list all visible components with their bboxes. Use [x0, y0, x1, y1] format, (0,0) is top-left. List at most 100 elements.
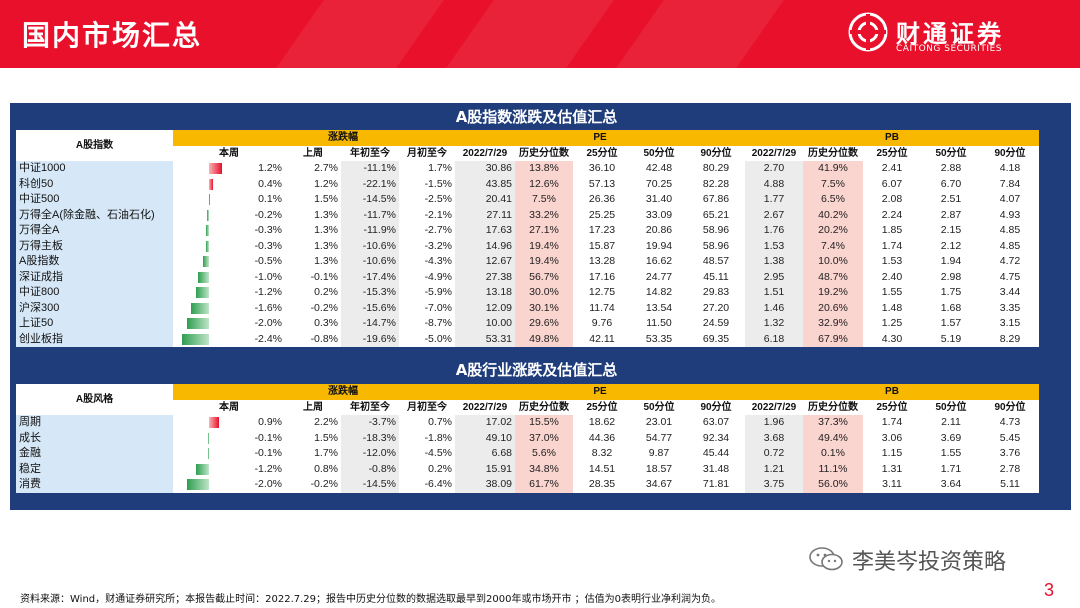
pe-group-header: PE [455, 130, 745, 146]
pe-90: 65.21 [687, 207, 745, 223]
pe-25: 17.16 [573, 269, 631, 285]
column-header: 年初至今 [341, 145, 399, 161]
mtd-change: -2.1% [399, 207, 455, 223]
lastweek-change: 1.7% [285, 446, 341, 462]
column-header: 25分位 [863, 145, 921, 161]
pe-50: 14.82 [631, 285, 687, 301]
change-bar [173, 176, 231, 192]
change-bar-fill [208, 448, 209, 459]
pe-percentile: 30.0% [515, 285, 573, 301]
table-row: 中证1000 1.2% 2.7% -11.1% 1.7% 30.86 13.8% 36.10 4… [16, 161, 1039, 177]
pb-25: 1.15 [863, 446, 921, 462]
pb-value: 1.21 [745, 461, 803, 477]
pe-90: 24.59 [687, 316, 745, 332]
pb-percentile: 48.7% [803, 269, 863, 285]
change-bar-fill [198, 271, 209, 283]
pe-90: 45.44 [687, 446, 745, 462]
pb-value: 0.72 [745, 446, 803, 462]
wechat-icon [809, 547, 843, 571]
table-row: 中证800 -1.2% 0.2% -15.3% -5.9% 13.18 30.0% 12.75… [16, 285, 1039, 301]
ytd-change: -3.7% [341, 415, 399, 431]
week-change: 0.1% [231, 192, 285, 208]
pb-percentile: 37.3% [803, 415, 863, 431]
column-header: 上周 [285, 145, 341, 161]
week-change: -1.6% [231, 300, 285, 316]
pe-value: 53.31 [455, 331, 515, 347]
pb-50: 1.68 [921, 300, 981, 316]
ytd-change: -11.9% [341, 223, 399, 239]
lastweek-change: -0.2% [285, 300, 341, 316]
pe-50: 54.77 [631, 430, 687, 446]
pb-percentile: 7.4% [803, 238, 863, 254]
pe-percentile: 12.6% [515, 176, 573, 192]
column-header: 25分位 [863, 399, 921, 415]
change-bar-fill [203, 256, 209, 267]
column-header: 本周 [173, 145, 285, 161]
pb-25: 2.08 [863, 192, 921, 208]
pb-90: 4.07 [981, 192, 1039, 208]
pe-percentile: 34.8% [515, 461, 573, 477]
column-header: 历史分位数 [803, 145, 863, 161]
change-bar [173, 477, 231, 493]
column-header: 90分位 [981, 145, 1039, 161]
pb-percentile: 40.2% [803, 207, 863, 223]
pe-25: 18.62 [573, 415, 631, 431]
column-header: 90分位 [687, 145, 745, 161]
pe-90: 48.57 [687, 254, 745, 270]
header-stripe [616, 0, 784, 68]
ytd-change: -10.6% [341, 238, 399, 254]
change-bar-fill [187, 479, 209, 490]
section2-title: A股行业涨跌及估值汇总 [455, 361, 618, 379]
page-title: 国内市场汇总 [22, 19, 203, 52]
change-group-header: 涨跌幅 [231, 384, 455, 400]
pe-90: 31.48 [687, 461, 745, 477]
pe-50: 53.35 [631, 331, 687, 347]
table-row: 深证成指 -1.0% -0.1% -17.4% -4.9% 27.38 56.7% 17.16… [16, 269, 1039, 285]
company-logo: 财通证券 CAITONG SECURITIES [848, 10, 1048, 58]
week-change: -1.2% [231, 285, 285, 301]
pb-value: 1.53 [745, 238, 803, 254]
pb-value: 1.46 [745, 300, 803, 316]
table-row: 金融 -0.1% 1.7% -12.0% -4.5% 6.68 5.6% 8.32 9.87 45… [16, 446, 1039, 462]
pb-90: 4.93 [981, 207, 1039, 223]
lastweek-change: 1.3% [285, 207, 341, 223]
pb-percentile: 0.1% [803, 446, 863, 462]
pb-25: 1.55 [863, 285, 921, 301]
pb-value: 2.95 [745, 269, 803, 285]
mtd-change: -2.7% [399, 223, 455, 239]
row-group-label: A股风格 [16, 384, 173, 415]
pb-25: 2.40 [863, 269, 921, 285]
column-header: 50分位 [921, 399, 981, 415]
change-bar [173, 300, 231, 316]
lastweek-change: 0.3% [285, 316, 341, 332]
pb-50: 3.64 [921, 477, 981, 493]
row-name: 中证500 [16, 192, 173, 208]
pe-25: 13.28 [573, 254, 631, 270]
lastweek-change: 2.2% [285, 415, 341, 431]
style-table: A股风格 涨跌幅 PE PB 本周 上周 年初至今 月初至今 2022/7/29 历史分位数 25分… [16, 384, 1039, 493]
change-bar [173, 331, 231, 347]
pb-percentile: 7.5% [803, 176, 863, 192]
pe-percentile: 33.2% [515, 207, 573, 223]
pb-25: 1.85 [863, 223, 921, 239]
row-name: 万得主板 [16, 238, 173, 254]
pb-value: 3.68 [745, 430, 803, 446]
header-stripe [446, 0, 614, 68]
pe-value: 20.41 [455, 192, 515, 208]
pe-25: 57.13 [573, 176, 631, 192]
ytd-change: -19.6% [341, 331, 399, 347]
change-bar-fill [206, 225, 209, 236]
pe-25: 9.76 [573, 316, 631, 332]
pb-value: 3.75 [745, 477, 803, 493]
pe-90: 63.07 [687, 415, 745, 431]
mtd-change: -2.5% [399, 192, 455, 208]
ytd-change: -10.6% [341, 254, 399, 270]
change-group-header: 涨跌幅 [231, 130, 455, 146]
row-name: 万得全A(除金融、石油石化) [16, 207, 173, 223]
pe-percentile: 61.7% [515, 477, 573, 493]
row-name: 创业板指 [16, 331, 173, 347]
table-row: 沪深300 -1.6% -0.2% -15.6% -7.0% 12.09 30.1% 11.7… [16, 300, 1039, 316]
change-bar-fill [209, 163, 222, 174]
change-bar-fill [209, 194, 210, 205]
pe-90: 58.96 [687, 223, 745, 239]
